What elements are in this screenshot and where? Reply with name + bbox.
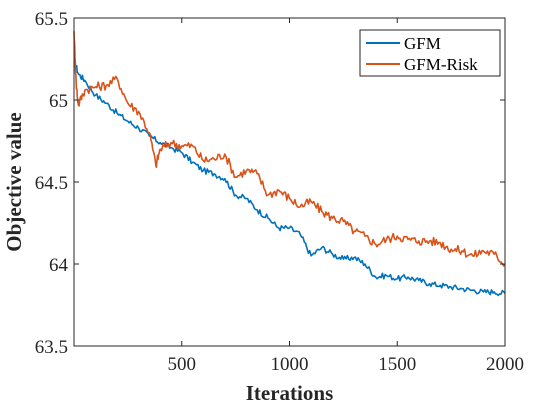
- x-tick-label: 1000: [271, 354, 309, 375]
- x-tick-label: 2000: [486, 354, 524, 375]
- y-tick-label: 65.5: [35, 9, 68, 30]
- y-tick-label: 64: [49, 255, 69, 276]
- series-line-gfm-risk: [73, 31, 506, 267]
- x-tick-label: 500: [168, 354, 197, 375]
- legend-box: [359, 29, 501, 77]
- y-axis-title: Objective value: [2, 112, 26, 251]
- plot-area: [73, 31, 506, 297]
- series-line-gfm: [73, 57, 506, 297]
- axis-ticks: 500 1000 1500 2000 63.5 64 64.5 65 65.5: [35, 9, 524, 375]
- x-axis-title: Iterations: [246, 381, 334, 405]
- legend-label-gfm-risk: GFM-Risk: [404, 55, 478, 74]
- legend-label-gfm: GFM: [404, 34, 441, 53]
- legend: GFM GFM-Risk: [359, 29, 501, 77]
- y-tick-label: 63.5: [35, 337, 68, 358]
- y-tick-label: 65: [49, 91, 68, 112]
- x-tick-label: 1500: [378, 354, 416, 375]
- y-tick-label: 64.5: [35, 173, 68, 194]
